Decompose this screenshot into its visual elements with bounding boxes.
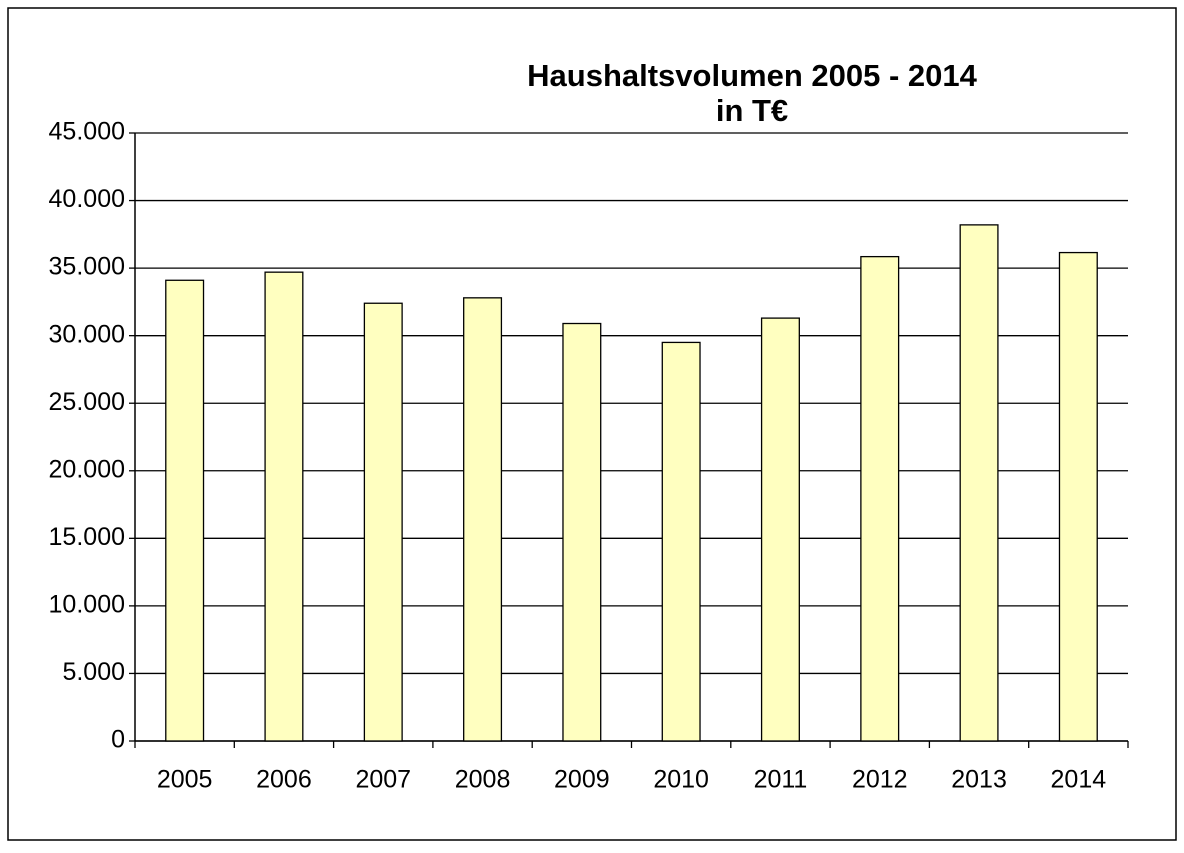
x-tick-label: 2007 bbox=[355, 766, 411, 794]
y-tick-label: 35.000 bbox=[49, 253, 125, 281]
y-tick-label: 15.000 bbox=[49, 523, 125, 551]
y-tick-label: 40.000 bbox=[49, 185, 125, 213]
y-tick-label: 30.000 bbox=[49, 320, 125, 348]
x-tick-label: 2012 bbox=[852, 766, 908, 794]
bar bbox=[959, 224, 999, 742]
bar bbox=[760, 317, 800, 742]
x-tick-label: 2010 bbox=[653, 766, 709, 794]
chart-subtitle: in T€ bbox=[716, 93, 788, 128]
y-tick-label: 45.000 bbox=[49, 118, 125, 146]
x-tick-label: 2006 bbox=[256, 766, 312, 794]
bar bbox=[363, 302, 403, 742]
y-tick-label: 10.000 bbox=[49, 590, 125, 618]
y-tick-label: 25.000 bbox=[49, 388, 125, 416]
x-tick-label: 2013 bbox=[951, 766, 1007, 794]
x-tick-label: 2005 bbox=[157, 766, 213, 794]
bar bbox=[1058, 251, 1098, 742]
chart-title: Haushaltsvolumen 2005 - 2014 bbox=[527, 58, 977, 93]
x-tick-label: 2011 bbox=[754, 766, 808, 794]
bar bbox=[661, 341, 701, 742]
bar bbox=[562, 322, 602, 742]
y-tick-label: 0 bbox=[111, 726, 125, 754]
y-tick-label: 20.000 bbox=[49, 455, 125, 483]
bar bbox=[264, 271, 304, 742]
bar bbox=[165, 279, 205, 742]
x-tick-label: 2009 bbox=[554, 766, 610, 794]
y-tick-label: 5.000 bbox=[62, 658, 125, 686]
x-tick-label: 2014 bbox=[1051, 766, 1107, 794]
bar bbox=[860, 255, 900, 742]
x-tick-label: 2008 bbox=[455, 766, 511, 794]
bar bbox=[463, 297, 503, 742]
